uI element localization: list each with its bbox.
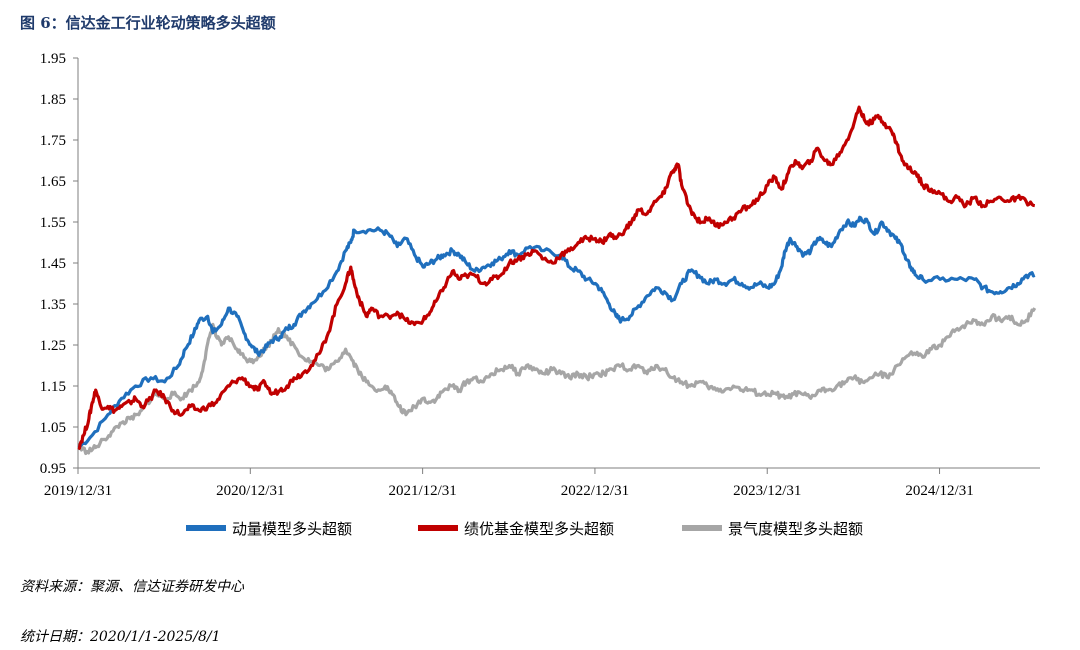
legend-item-momentum[interactable]: 动量模型多头超额 [186, 520, 352, 538]
y-tick-label: 1.65 [40, 174, 66, 190]
y-tick-label: 1.95 [40, 51, 66, 67]
x-tick-label: 2019/12/31 [44, 483, 112, 499]
legend-label-prosperity: 景气度模型多头超额 [728, 520, 863, 538]
legend-label-fund: 绩优基金模型多头超额 [464, 520, 614, 538]
legend: 动量模型多头超额 绩优基金模型多头超额 景气度模型多头超额 [186, 520, 863, 538]
x-tick-label: 2024/12/31 [905, 483, 973, 499]
y-tick-label: 1.75 [40, 133, 66, 149]
y-tick-label: 0.95 [40, 461, 66, 477]
y-tick-label: 1.25 [40, 338, 66, 354]
plot-area: 0.95 1.05 1.15 1.25 1.35 1.45 1.55 1.65 1.75 1.85… [40, 51, 1040, 499]
y-tick-label: 1.45 [40, 256, 66, 272]
source-note: 资料来源：聚源、信达证券研发中心 [20, 579, 244, 595]
series-lines [77, 105, 1037, 456]
x-tick-label: 2020/12/31 [216, 483, 284, 499]
x-tick-label: 2021/12/31 [388, 483, 456, 499]
series-line-prosperity [77, 307, 1037, 456]
x-ticks: 2019/12/31 2020/12/31 2021/12/31 2022/12/31… [44, 468, 974, 499]
y-tick-label: 1.55 [40, 215, 66, 231]
y-ticks: 0.95 1.05 1.15 1.25 1.35 1.45 1.55 1.65 1.75 1.85… [40, 51, 78, 477]
y-tick-label: 1.15 [40, 379, 66, 395]
x-tick-label: 2023/12/31 [733, 483, 801, 499]
legend-item-fund[interactable]: 绩优基金模型多头超额 [418, 520, 614, 538]
y-tick-label: 1.05 [40, 420, 66, 436]
legend-label-momentum: 动量模型多头超额 [232, 520, 352, 538]
figure-title: 图 6：信达金工行业轮动策略多头超额 [20, 14, 276, 32]
series-line-fund [77, 105, 1036, 450]
y-tick-label: 1.85 [40, 92, 66, 108]
x-tick-label: 2022/12/31 [561, 483, 629, 499]
y-tick-label: 1.35 [40, 297, 66, 313]
legend-item-prosperity[interactable]: 景气度模型多头超额 [682, 520, 863, 538]
series-line-momentum [77, 215, 1036, 449]
period-note: 统计日期：2020/1/1-2025/8/1 [20, 629, 221, 645]
